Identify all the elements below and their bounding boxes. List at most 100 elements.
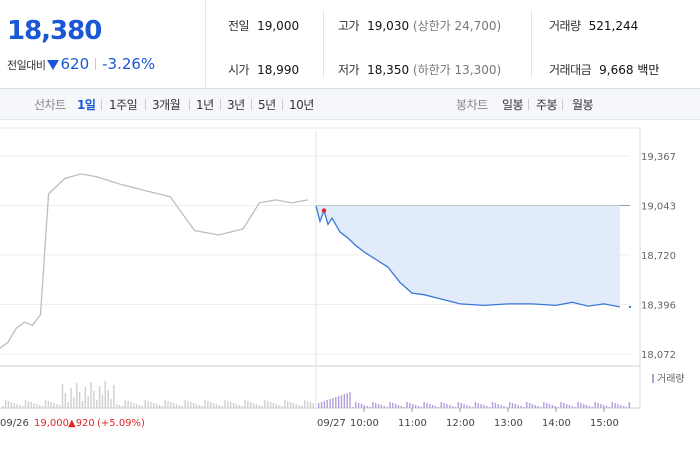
volume-label: 거래량 bbox=[549, 19, 581, 33]
volume-bar bbox=[565, 404, 568, 408]
tab-1-year[interactable]: 1년 bbox=[196, 98, 214, 112]
divider bbox=[531, 10, 532, 78]
volume-bar bbox=[167, 401, 169, 408]
volume-bar bbox=[574, 407, 576, 408]
tab-1-week[interactable]: 1주일 bbox=[109, 98, 138, 112]
volume-value: 521,244 bbox=[588, 19, 639, 33]
volume-bar bbox=[432, 405, 434, 408]
prev-day-price-line bbox=[0, 173, 309, 349]
volume-bar bbox=[469, 406, 471, 408]
prev-day-footer-date: 09/26 bbox=[0, 418, 29, 429]
volume-bar bbox=[514, 404, 517, 408]
volume-bar bbox=[372, 402, 374, 408]
volume-bar bbox=[161, 406, 163, 408]
volume-bar bbox=[389, 402, 391, 408]
tab-1-day[interactable]: 1일 bbox=[77, 98, 96, 112]
divider bbox=[528, 99, 529, 110]
volume-bar bbox=[571, 406, 574, 408]
divider bbox=[189, 99, 190, 110]
volume-bar bbox=[446, 404, 448, 408]
volume-bar bbox=[563, 403, 565, 408]
y-tick-label: 19,367 bbox=[641, 152, 676, 163]
volume-bar bbox=[93, 391, 95, 408]
volume-bar bbox=[392, 403, 394, 408]
volume-bar bbox=[133, 403, 135, 408]
volume-bar bbox=[614, 403, 616, 408]
volume-bar bbox=[64, 393, 67, 408]
volume-bar bbox=[420, 407, 422, 408]
volume-bar bbox=[235, 404, 238, 408]
volume-bar bbox=[141, 406, 144, 408]
volume-bar bbox=[594, 402, 596, 408]
volume-bar bbox=[118, 405, 121, 408]
tab-weekly-candle[interactable]: 주봉 bbox=[536, 98, 558, 112]
volume-bar bbox=[500, 405, 502, 408]
volume-bar bbox=[195, 404, 198, 408]
volume-bar bbox=[175, 404, 178, 408]
volume-bar bbox=[477, 403, 479, 408]
tab-monthly-candle[interactable]: 월봉 bbox=[572, 98, 594, 112]
open-item: 시가 18,990 bbox=[228, 61, 299, 78]
divider bbox=[251, 99, 252, 110]
volume-bar bbox=[207, 401, 209, 408]
last-price-marker bbox=[629, 305, 631, 308]
volume-bar bbox=[27, 401, 30, 408]
volume-bar bbox=[318, 403, 320, 408]
volume-bar bbox=[19, 405, 21, 408]
volume-bar bbox=[622, 406, 625, 408]
volume-bar bbox=[287, 401, 289, 408]
volume-bar bbox=[292, 403, 295, 408]
volume-bar bbox=[588, 406, 591, 408]
prev-day-footer-change: ▲920 bbox=[68, 418, 95, 429]
volume-bar bbox=[73, 397, 75, 408]
change-label: 전일대비 bbox=[7, 59, 46, 72]
volume-bar bbox=[247, 401, 249, 408]
volume-bar bbox=[540, 407, 542, 408]
volume-bar bbox=[580, 403, 582, 408]
volume-bar bbox=[494, 403, 497, 408]
high-item: 고가 19,030 (상한가 24,700) bbox=[338, 17, 501, 34]
volume-bar bbox=[215, 404, 218, 408]
x-tick-label: 11:00 bbox=[398, 418, 427, 429]
volume-bar bbox=[329, 399, 331, 408]
volume-bar bbox=[437, 407, 440, 408]
volume-bar bbox=[301, 406, 303, 408]
divider bbox=[562, 99, 563, 110]
volume-bar bbox=[170, 402, 172, 408]
volume-bar bbox=[275, 404, 277, 408]
volume-bar bbox=[332, 398, 334, 408]
volume-bar bbox=[150, 402, 152, 408]
volume-bar bbox=[192, 403, 195, 408]
volume-bar bbox=[30, 402, 32, 408]
x-tick-label: 09/27 bbox=[317, 418, 346, 429]
volume-bar bbox=[306, 401, 309, 408]
volume-bar bbox=[355, 402, 357, 408]
volume-bar bbox=[583, 404, 585, 408]
volume-bar bbox=[611, 402, 613, 408]
volume-bar bbox=[10, 402, 12, 408]
volume-bar bbox=[67, 402, 69, 408]
volume-bar bbox=[312, 403, 315, 408]
tab-daily-candle[interactable]: 일봉 bbox=[502, 98, 524, 112]
volume-bar bbox=[480, 404, 482, 408]
volume-bar bbox=[537, 406, 539, 408]
volume-bar bbox=[101, 395, 104, 408]
tab-3-years[interactable]: 3년 bbox=[227, 98, 245, 112]
y-tick-label: 18,396 bbox=[641, 300, 676, 311]
volume-bar bbox=[104, 381, 106, 408]
tab-10-years[interactable]: 10년 bbox=[289, 98, 314, 112]
volume-bar bbox=[221, 406, 223, 408]
volume-bar bbox=[377, 404, 380, 408]
divider bbox=[282, 99, 283, 110]
volume-bar bbox=[76, 383, 78, 408]
volume-bar bbox=[2, 406, 4, 408]
volume-bar bbox=[78, 392, 81, 408]
period-tab-bar: 선차트 1일 1주일 3개월 1년 3년 5년 10년 봉차트 일봉 주봉 월봉 bbox=[0, 89, 700, 120]
volume-bar bbox=[210, 402, 212, 408]
volume-bar bbox=[460, 403, 462, 408]
trade-value-item: 거래대금 9,668 백만 bbox=[549, 61, 659, 78]
tab-3-months[interactable]: 3개월 bbox=[152, 98, 181, 112]
volume-bar bbox=[628, 402, 631, 408]
volume-bar bbox=[164, 400, 166, 408]
tab-5-years[interactable]: 5년 bbox=[258, 98, 276, 112]
